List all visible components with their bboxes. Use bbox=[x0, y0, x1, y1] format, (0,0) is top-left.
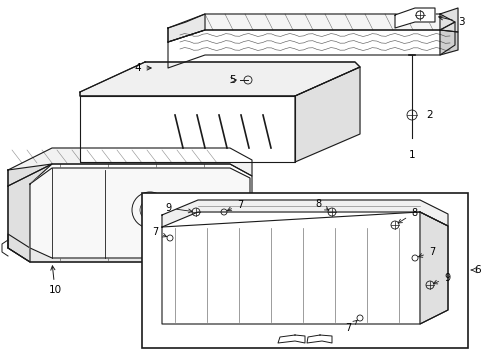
Text: 7: 7 bbox=[418, 247, 435, 257]
Text: 10: 10 bbox=[49, 266, 62, 295]
Text: 8: 8 bbox=[398, 208, 417, 223]
Text: 3: 3 bbox=[439, 16, 465, 27]
Text: 5: 5 bbox=[229, 75, 235, 85]
Polygon shape bbox=[80, 62, 360, 96]
Text: 7: 7 bbox=[152, 227, 167, 237]
Polygon shape bbox=[8, 164, 52, 262]
Polygon shape bbox=[168, 14, 455, 42]
Polygon shape bbox=[395, 8, 435, 28]
Polygon shape bbox=[8, 148, 252, 186]
Text: 6: 6 bbox=[475, 265, 481, 275]
Text: 8: 8 bbox=[315, 199, 329, 210]
Polygon shape bbox=[307, 335, 332, 343]
Polygon shape bbox=[80, 62, 360, 96]
Polygon shape bbox=[168, 14, 205, 42]
Polygon shape bbox=[8, 234, 252, 262]
Polygon shape bbox=[440, 8, 458, 32]
Text: 2: 2 bbox=[426, 110, 433, 120]
Text: 4: 4 bbox=[135, 63, 151, 73]
Text: 7: 7 bbox=[345, 320, 357, 333]
Text: 9: 9 bbox=[434, 273, 450, 284]
Polygon shape bbox=[295, 67, 360, 162]
Polygon shape bbox=[8, 164, 252, 262]
Polygon shape bbox=[168, 22, 455, 68]
Text: 9: 9 bbox=[165, 203, 192, 213]
Polygon shape bbox=[420, 212, 448, 324]
Bar bbox=[142, 193, 468, 348]
Polygon shape bbox=[162, 200, 448, 227]
Text: 7: 7 bbox=[227, 200, 243, 211]
Polygon shape bbox=[278, 335, 305, 343]
Polygon shape bbox=[440, 30, 458, 55]
Polygon shape bbox=[80, 96, 295, 162]
Polygon shape bbox=[30, 168, 250, 258]
Text: 1: 1 bbox=[409, 150, 416, 160]
Polygon shape bbox=[162, 212, 448, 324]
